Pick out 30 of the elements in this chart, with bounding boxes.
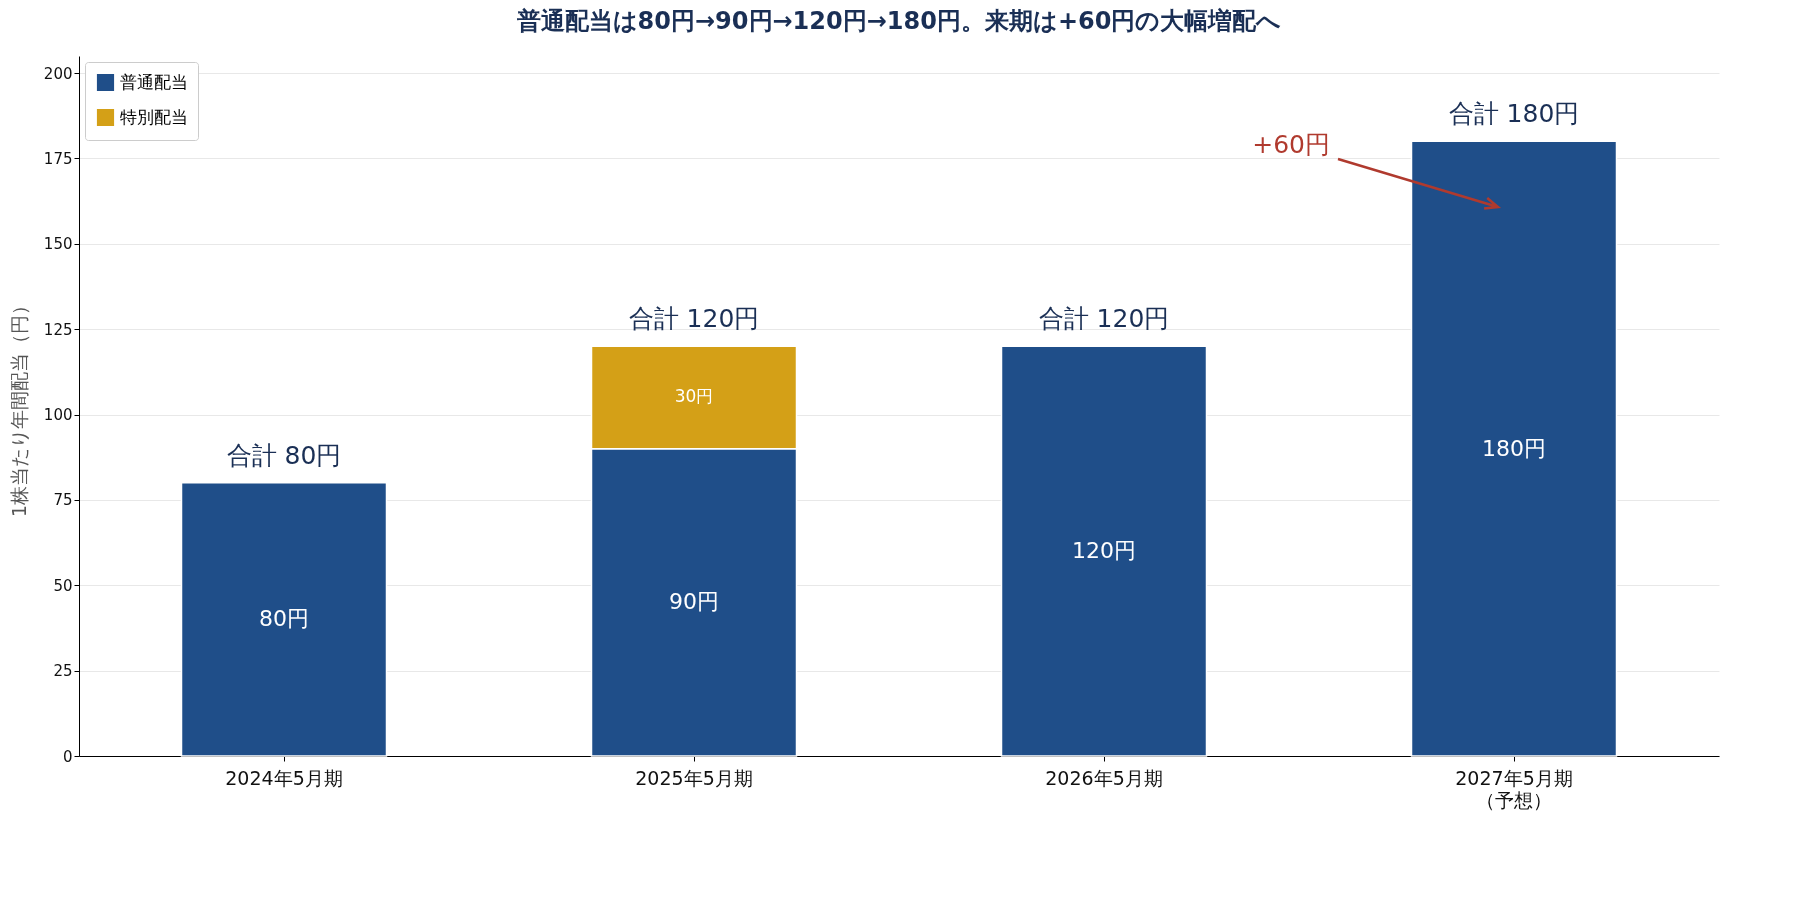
x-tick-label: 2025年5月期 <box>635 766 753 789</box>
y-axis-title: 1株当たり年間配当（円） <box>7 295 30 518</box>
x-tick-label: 2026年5月期 <box>1045 766 1163 789</box>
x-tick-label: 2027年5月期（予想） <box>1455 766 1573 811</box>
y-tick-label: 175 <box>43 149 73 168</box>
data-label: 180円 <box>1482 435 1546 461</box>
data-label: 120円 <box>1072 538 1136 564</box>
total-label: 合計 80円 <box>226 440 342 470</box>
chart-title: 普通配当は80円→90円→120円→180円。来期は+60円の大幅増配へ <box>515 7 1282 35</box>
y-tick-label: 200 <box>43 64 73 83</box>
bar <box>1410 140 1618 757</box>
y-tick-label: 150 <box>43 235 73 254</box>
total-label: 合計 180円 <box>1448 99 1580 129</box>
bar <box>1000 345 1208 757</box>
y-tick-label: 0 <box>62 747 73 766</box>
y-tick-label: 75 <box>53 491 73 510</box>
total-label: 合計 120円 <box>628 304 760 334</box>
bar <box>180 482 388 757</box>
legend-label: 特別配当 <box>120 106 188 127</box>
y-tick-label: 100 <box>43 406 73 425</box>
y-tick-label: 50 <box>53 576 73 595</box>
data-label: 30円 <box>674 386 714 407</box>
data-label: 80円 <box>259 606 309 632</box>
data-label: 90円 <box>669 589 719 615</box>
total-label: 合計 120円 <box>1038 304 1170 334</box>
legend-label: 普通配当 <box>120 71 188 92</box>
y-tick-label: 125 <box>43 320 73 339</box>
y-tick-label: 25 <box>53 662 73 681</box>
annotation: +60円 <box>1252 130 1330 159</box>
x-tick-label: 2024年5月期 <box>225 766 343 789</box>
